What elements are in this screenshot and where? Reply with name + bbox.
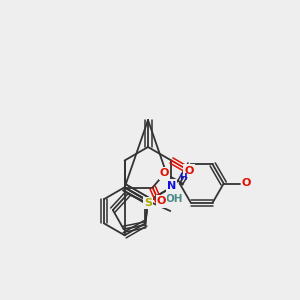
Text: O: O [160,169,169,178]
Text: O: O [242,178,251,188]
Text: H: H [179,173,187,182]
Text: O: O [184,166,194,176]
Text: O: O [157,196,166,206]
Text: OH: OH [165,194,183,204]
Text: S: S [144,198,152,208]
Text: N: N [167,181,176,190]
